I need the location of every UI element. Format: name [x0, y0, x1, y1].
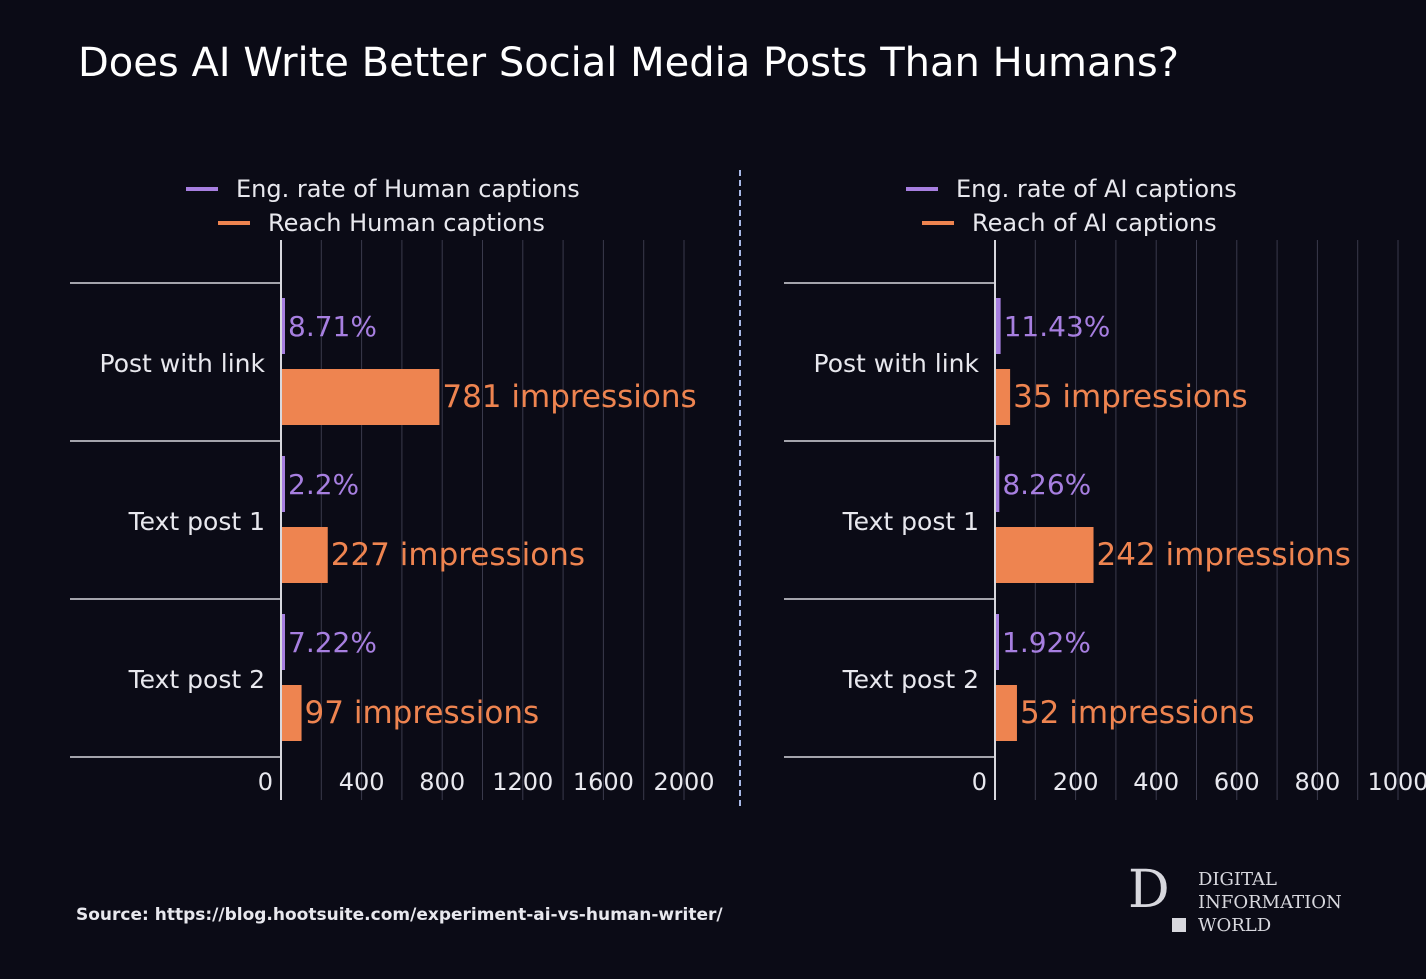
x-tick-label: 0	[972, 768, 987, 796]
legend-item-reach: Reach of AI captions	[922, 206, 1217, 240]
legend-label: Reach of AI captions	[972, 209, 1217, 237]
x-tick-label: 1000	[1367, 768, 1426, 796]
human-engagement-label: 7.22%	[288, 626, 377, 659]
legend-item-engagement: Eng. rate of AI captions	[906, 172, 1237, 206]
human-chart-plot: 0 400 800 1200 1600 2000 Post with link 8.71% 78…	[70, 240, 715, 800]
legend-swatch-engagement	[186, 187, 218, 191]
category-label: Text post 1	[842, 507, 979, 536]
logo-line: WORLD	[1198, 915, 1272, 936]
human-reach-bar	[282, 685, 302, 741]
legend-item-engagement: Eng. rate of Human captions	[186, 172, 580, 206]
legend-swatch-reach	[218, 221, 250, 225]
human-reach-bar	[282, 369, 440, 425]
x-tick-label: 1200	[492, 768, 553, 796]
ai-chart-plot: 0 200 400 600 800 1000 Post with link 11.43% 35 …	[784, 240, 1426, 800]
human-engagement-bar	[282, 298, 285, 354]
category-label: Text post 2	[842, 665, 979, 694]
ai-captions-chart: Eng. rate of AI captions Reach of AI cap…	[714, 160, 1426, 820]
logo-line: DIGITAL	[1198, 869, 1278, 890]
legend-swatch-engagement	[906, 187, 938, 191]
x-tick-label: 800	[1294, 768, 1340, 796]
ai-engagement-label: 8.26%	[1002, 468, 1091, 501]
x-tick-label: 2000	[653, 768, 714, 796]
ai-reach-bar	[996, 369, 1011, 425]
human-engagement-label: 8.71%	[288, 310, 377, 343]
legend-label: Reach Human captions	[268, 209, 545, 237]
ai-engagement-bar	[996, 298, 1001, 354]
logo-wordmark: DIGITAL INFORMATION WORLD	[1198, 868, 1342, 937]
human-reach-bar	[282, 527, 328, 583]
x-tick-label: 400	[1133, 768, 1179, 796]
logo-line: INFORMATION	[1198, 892, 1342, 913]
x-tick-label: 200	[1053, 768, 1099, 796]
legend-swatch-reach	[922, 221, 954, 225]
panel-divider	[739, 170, 741, 806]
source-note: Source: https://blog.hootsuite.com/exper…	[76, 905, 723, 925]
digital-information-world-logo: D DIGITAL INFORMATION WORLD	[1128, 860, 1358, 937]
ai-reach-label: 242 impressions	[1097, 537, 1351, 573]
logo-square-icon	[1172, 918, 1186, 932]
ai-engagement-bar	[996, 614, 999, 670]
category-label: Text post 2	[128, 665, 265, 694]
legend-item-reach: Reach Human captions	[218, 206, 545, 240]
ai-reach-label: 52 impressions	[1020, 695, 1255, 731]
ai-reach-label: 35 impressions	[1013, 379, 1248, 415]
x-tick-label: 400	[339, 768, 385, 796]
human-reach-label: 781 impressions	[442, 379, 696, 415]
chart-title: Does AI Write Better Social Media Posts …	[78, 40, 1179, 86]
logo-mark: D	[1128, 860, 1170, 920]
ai-reach-bar	[996, 527, 1094, 583]
legend-label: Eng. rate of AI captions	[956, 175, 1237, 203]
category-label: Post with link	[100, 349, 266, 378]
ai-engagement-bar	[996, 456, 1000, 512]
human-reach-label: 97 impressions	[305, 695, 540, 731]
ai-reach-bar	[996, 685, 1017, 741]
ai-engagement-label: 1.92%	[1002, 626, 1091, 659]
x-tick-label: 600	[1214, 768, 1260, 796]
category-label: Text post 1	[128, 507, 265, 536]
x-tick-label: 1600	[573, 768, 634, 796]
ai-engagement-label: 11.43%	[1004, 310, 1111, 343]
x-tick-label: 0	[258, 768, 273, 796]
human-engagement-bar	[282, 614, 285, 670]
human-reach-label: 227 impressions	[331, 537, 585, 573]
category-label: Post with link	[814, 349, 980, 378]
x-tick-label: 800	[419, 768, 465, 796]
human-captions-chart: Eng. rate of Human captions Reach Human …	[0, 160, 715, 820]
legend-label: Eng. rate of Human captions	[236, 175, 580, 203]
human-engagement-bar	[282, 456, 285, 512]
human-engagement-label: 2.2%	[288, 468, 359, 501]
